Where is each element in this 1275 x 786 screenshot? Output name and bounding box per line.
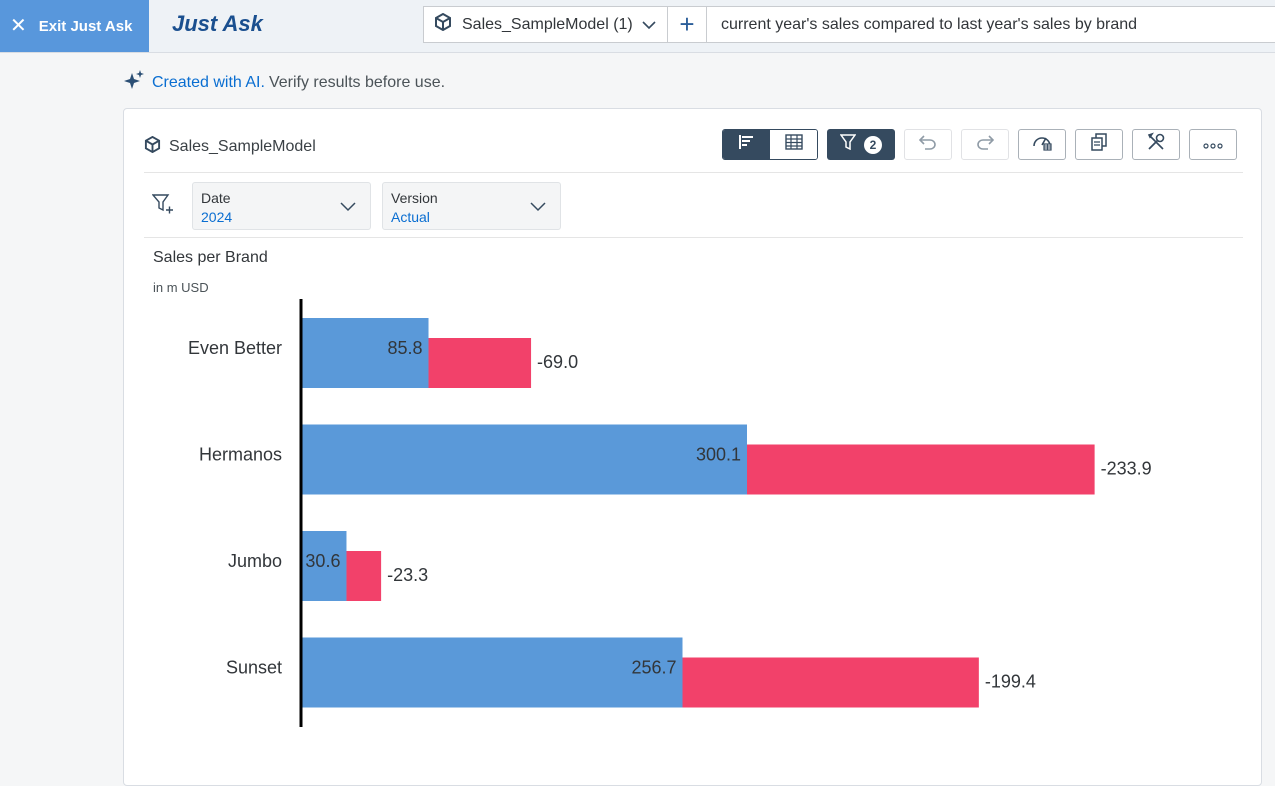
chevron-down-icon bbox=[340, 199, 356, 217]
chevron-down-icon bbox=[641, 18, 657, 36]
value-label-delta: -23.3 bbox=[387, 565, 428, 585]
bar-delta bbox=[747, 444, 1095, 495]
bar-delta bbox=[682, 657, 979, 708]
category-label: Jumbo bbox=[228, 551, 282, 571]
category-label: Hermanos bbox=[199, 444, 282, 464]
divider bbox=[144, 237, 1243, 238]
bar-chart-icon bbox=[738, 134, 756, 155]
table-icon bbox=[784, 134, 803, 155]
created-with-ai-link[interactable]: Created with AI. bbox=[152, 73, 265, 91]
value-label-current: 85.8 bbox=[387, 338, 422, 358]
value-label-delta: -69.0 bbox=[537, 352, 578, 372]
bar-current bbox=[301, 424, 747, 495]
redo-icon bbox=[976, 134, 995, 155]
value-label-current: 300.1 bbox=[696, 444, 741, 464]
ai-note: Created with AI. Verify results before u… bbox=[124, 70, 445, 95]
chart-view-button[interactable] bbox=[723, 130, 770, 159]
chevron-down-icon bbox=[530, 199, 546, 217]
result-card: Sales_SampleModel 2 bbox=[123, 108, 1262, 786]
top-bar: ✕ Exit Just Ask Just Ask Sales_SampleMod… bbox=[0, 0, 1275, 53]
card-toolbar: 2 bbox=[722, 129, 1237, 160]
cube-icon bbox=[434, 12, 452, 36]
view-toggle bbox=[722, 129, 818, 160]
model-select[interactable]: Sales_SampleModel (1) bbox=[423, 6, 668, 43]
more-options-button[interactable] bbox=[1189, 129, 1237, 160]
sparkle-icon bbox=[124, 70, 144, 95]
filter-value: Actual bbox=[391, 209, 430, 225]
filter-label: Version bbox=[391, 190, 438, 206]
filter-bar: Date 2024 Version Actual bbox=[144, 182, 572, 230]
more-icon bbox=[1202, 136, 1224, 154]
tools-button[interactable] bbox=[1132, 129, 1180, 160]
value-label-current: 30.6 bbox=[305, 551, 340, 571]
undo-button[interactable] bbox=[904, 129, 952, 160]
tools-icon bbox=[1146, 132, 1166, 157]
chart-subtitle: in m USD bbox=[153, 280, 209, 295]
date-filter-dropdown[interactable]: Date 2024 bbox=[192, 182, 371, 230]
divider bbox=[144, 172, 1243, 173]
model-select-value: Sales_SampleModel (1) bbox=[462, 15, 633, 33]
add-filter-icon[interactable] bbox=[151, 193, 174, 220]
filter-button[interactable]: 2 bbox=[827, 129, 895, 160]
bar-current bbox=[301, 531, 347, 601]
close-icon: ✕ bbox=[10, 15, 27, 37]
gauge-icon bbox=[1032, 133, 1052, 156]
redo-button[interactable] bbox=[961, 129, 1009, 160]
cube-icon bbox=[144, 135, 161, 158]
filter-count-badge: 2 bbox=[864, 135, 882, 154]
bar-chart: Even Better 85.8 -69.0 Hermanos 300.1 -233.9 J… bbox=[188, 299, 1152, 727]
exit-just-ask-button[interactable]: ✕ Exit Just Ask bbox=[0, 0, 149, 52]
filter-value: 2024 bbox=[201, 209, 233, 225]
bar-current bbox=[301, 318, 429, 388]
category-label: Sunset bbox=[226, 657, 282, 677]
add-button[interactable]: + bbox=[667, 6, 707, 43]
verify-note: Verify results before use. bbox=[268, 73, 446, 91]
value-label-delta: -199.4 bbox=[985, 671, 1036, 691]
app-title: Just Ask bbox=[172, 11, 263, 36]
category-label: Even Better bbox=[188, 338, 282, 358]
bar-delta bbox=[346, 551, 382, 601]
copy-button[interactable] bbox=[1075, 129, 1123, 160]
chart-title: Sales per Brand bbox=[153, 249, 268, 266]
bar-current bbox=[301, 637, 683, 708]
plus-icon: + bbox=[679, 9, 695, 39]
filter-label: Date bbox=[201, 190, 231, 206]
filter-icon bbox=[839, 134, 857, 155]
card-header: Sales_SampleModel bbox=[144, 129, 316, 165]
exit-label: Exit Just Ask bbox=[38, 17, 133, 35]
query-input[interactable] bbox=[706, 6, 1275, 43]
undo-icon bbox=[918, 134, 937, 155]
model-name: Sales_SampleModel bbox=[169, 138, 316, 155]
bar-delta bbox=[428, 338, 532, 388]
copy-icon bbox=[1090, 133, 1108, 156]
value-label-current: 256.7 bbox=[631, 657, 676, 677]
table-view-button[interactable] bbox=[770, 130, 817, 159]
insights-button[interactable] bbox=[1018, 129, 1066, 160]
version-filter-dropdown[interactable]: Version Actual bbox=[382, 182, 561, 230]
value-label-delta: -233.9 bbox=[1101, 458, 1152, 478]
